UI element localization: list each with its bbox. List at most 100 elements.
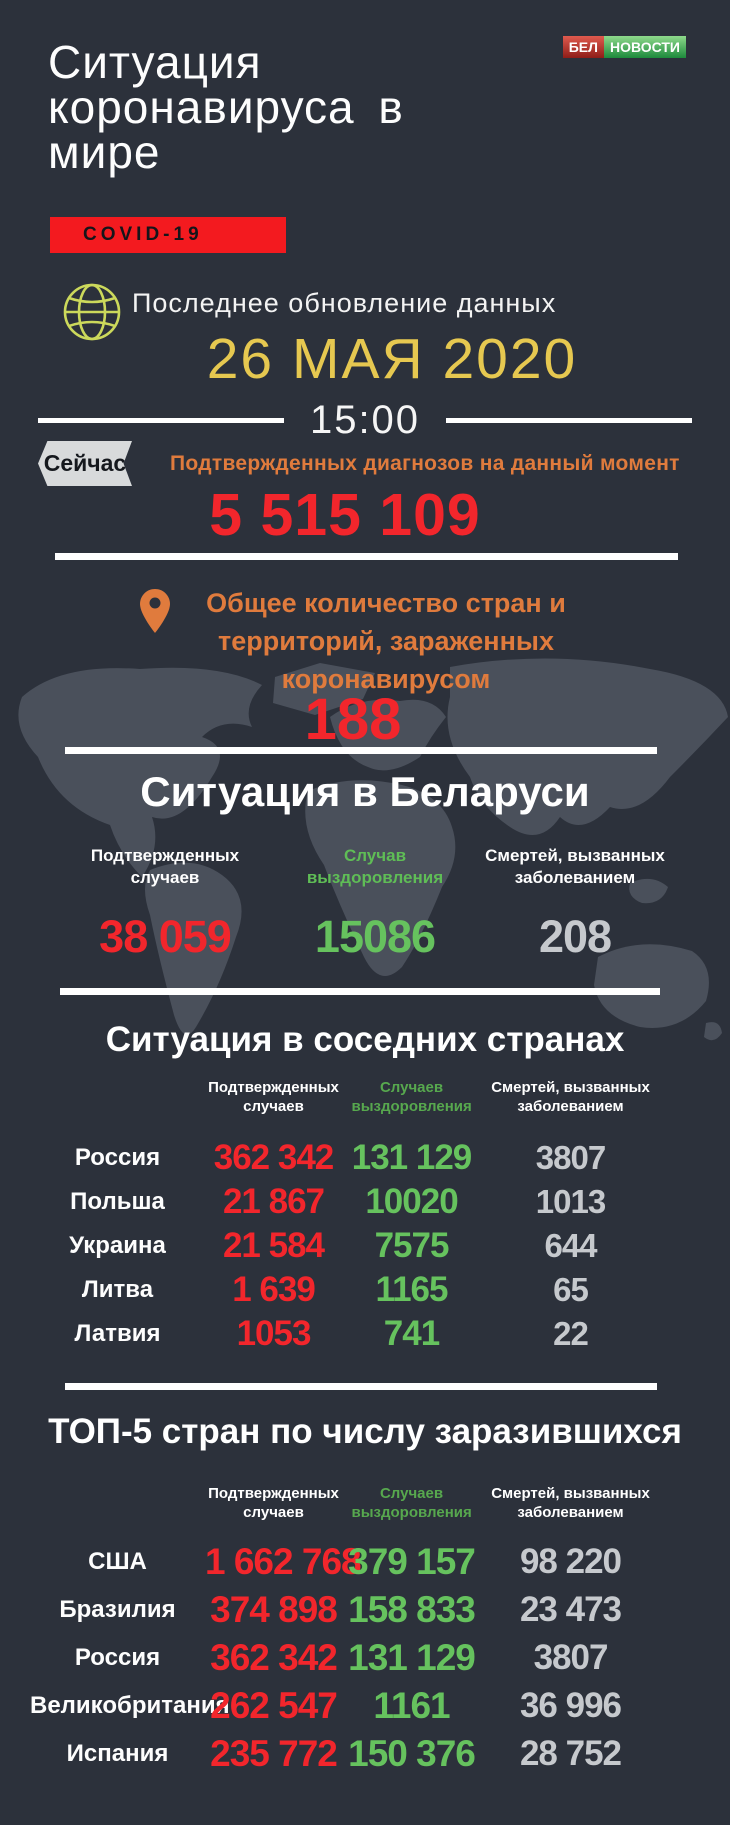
recovered-value: 741 xyxy=(383,1314,440,1353)
deaths-value: 1013 xyxy=(535,1183,606,1220)
country-name: Россия xyxy=(74,1644,161,1671)
recovered-header: Случаев выздоровления xyxy=(351,1485,472,1521)
country-name: Испания xyxy=(66,1740,169,1767)
covid-19-badge: COVID-19 xyxy=(50,217,286,253)
deaths-header: Смертей, вызванных заболеванием xyxy=(491,1079,650,1115)
recovered-value: 1161 xyxy=(373,1685,450,1726)
belarus-confirmed-column: Подтвержденных случаев 38 059 xyxy=(50,845,280,963)
country-name: Бразилия xyxy=(59,1596,176,1623)
confirmed-value: 1 662 768 xyxy=(205,1541,362,1582)
deaths-value: 98 220 xyxy=(519,1542,622,1581)
section-divider xyxy=(60,988,660,995)
table-row: Бразилия 374 898 158 833 23 473 xyxy=(30,1586,690,1634)
table-row: США 1 662 768 379 157 98 220 xyxy=(30,1538,690,1586)
now-ribbon-badge: Сейчас xyxy=(38,441,132,486)
table-row: Великобритания 262 547 1161 36 996 xyxy=(30,1682,690,1730)
logo-part-red: БЕЛ xyxy=(562,36,604,58)
deaths-value: 28 752 xyxy=(519,1734,622,1773)
confirmed-value: 21 584 xyxy=(222,1226,325,1265)
update-time: 15:00 xyxy=(309,398,421,442)
deaths-header: Смертей, вызванных заболеванием xyxy=(491,1485,650,1521)
divider-line xyxy=(38,418,284,423)
header-spacer xyxy=(30,1078,205,1116)
recovered-value: 150 376 xyxy=(348,1733,476,1774)
stat-label: Смертей, вызванных заболеванием xyxy=(485,846,665,887)
confirmed-header: Подтвержденных случаев xyxy=(208,1485,339,1521)
globe-icon xyxy=(63,283,121,341)
country-name: Латвия xyxy=(74,1320,161,1347)
confirmed-value: 1053 xyxy=(236,1314,312,1353)
country-name: Литва xyxy=(81,1276,154,1303)
recovered-value: 158 833 xyxy=(348,1589,476,1630)
table-row: Литва 1 639 1165 65 xyxy=(30,1268,690,1312)
confirmed-value: 362 342 xyxy=(213,1138,335,1177)
table-row: Польша 21 867 10020 1013 xyxy=(30,1180,690,1224)
recovered-value: 131 129 xyxy=(351,1138,473,1177)
recovered-header: Случаев выздоровления xyxy=(351,1079,472,1115)
belarus-section-title: Ситуация в Беларуси xyxy=(140,768,590,815)
table-row: Испания 235 772 150 376 28 752 xyxy=(30,1730,690,1778)
stat-value: 38 059 xyxy=(99,911,232,962)
deaths-value: 23 473 xyxy=(519,1590,622,1629)
country-name: Польша xyxy=(70,1188,165,1215)
header-spacer xyxy=(30,1484,205,1522)
country-name: США xyxy=(88,1548,147,1575)
recovered-value: 10020 xyxy=(365,1182,458,1221)
stat-value: 208 xyxy=(538,911,612,962)
confirmed-value: 21 867 xyxy=(222,1182,325,1221)
page-title: Ситуация коронавируса в мире xyxy=(48,36,404,178)
country-name: Великобритания xyxy=(30,1692,230,1719)
divider-line xyxy=(446,418,693,423)
table-row: Латвия 1053 741 22 xyxy=(30,1312,690,1356)
deaths-value: 644 xyxy=(544,1227,597,1264)
update-time-row: 15:00 xyxy=(38,398,693,443)
top5-table: США 1 662 768 379 157 98 220 Бразилия 37… xyxy=(30,1538,690,1778)
table-row: Россия 362 342 131 129 3807 xyxy=(30,1136,690,1180)
logo-part-green: НОВОСТИ xyxy=(603,36,686,58)
neighbors-table: Россия 362 342 131 129 3807 Польша 21 86… xyxy=(30,1136,690,1356)
stat-label: Случав выздоровления xyxy=(306,846,444,887)
confirmed-value: 374 898 xyxy=(210,1589,338,1630)
neighbors-section-title: Ситуация в соседних странах xyxy=(105,1020,625,1059)
last-update-label: Последнее обновление данных xyxy=(132,288,557,318)
confirmed-value: 362 342 xyxy=(210,1637,338,1678)
update-date: 26 МАЯ 2020 xyxy=(206,327,578,391)
confirmed-value: 1 639 xyxy=(232,1270,316,1309)
country-name: Украина xyxy=(69,1232,166,1259)
now-row: Сейчас Подтвержденных диагнозов на данны… xyxy=(38,441,680,486)
confirmed-now-value: 5 515 109 xyxy=(209,482,481,548)
section-divider xyxy=(55,553,678,560)
confirmed-value: 262 547 xyxy=(210,1685,338,1726)
belarus-recovered-column: Случав выздоровления 15086 xyxy=(280,845,470,963)
belarus-stats: Подтвержденных случаев 38 059 Случав выз… xyxy=(50,845,680,963)
confirmed-now-label: Подтвержденных диагнозов на данный момен… xyxy=(170,451,680,475)
deaths-value: 3807 xyxy=(533,1638,609,1677)
confirmed-header: Подтвержденных случаев xyxy=(208,1079,339,1115)
recovered-value: 1165 xyxy=(375,1270,449,1309)
stat-label: Подтвержденных случаев xyxy=(90,846,240,887)
top5-table-header: Подтвержденных случаев Случаев выздоровл… xyxy=(30,1484,690,1522)
table-row: Украина 21 584 7575 644 xyxy=(30,1224,690,1268)
title-line: Ситуация xyxy=(48,36,262,88)
section-divider xyxy=(65,747,657,754)
belarus-deaths-column: Смертей, вызванных заболеванием 208 xyxy=(470,845,680,963)
countries-label-line: Общее количество стран и xyxy=(206,588,566,618)
section-divider xyxy=(65,1383,657,1390)
confirmed-value: 235 772 xyxy=(210,1733,338,1774)
countries-total-value: 188 xyxy=(304,687,402,752)
recovered-value: 7575 xyxy=(374,1226,450,1265)
deaths-value: 36 996 xyxy=(519,1686,622,1725)
top5-section-title: ТОП-5 стран по числу заразившихся xyxy=(48,1412,682,1451)
country-name: Россия xyxy=(74,1144,161,1171)
countries-label-line: территорий, зараженных xyxy=(218,626,554,656)
deaths-value: 65 xyxy=(553,1271,589,1308)
title-line: мире xyxy=(48,126,161,178)
recovered-value: 131 129 xyxy=(348,1637,476,1678)
stat-value: 15086 xyxy=(314,911,436,962)
deaths-value: 3807 xyxy=(535,1139,606,1176)
deaths-value: 22 xyxy=(553,1315,589,1352)
countries-label-line: коронавирусом xyxy=(281,664,491,694)
location-pin-icon xyxy=(140,589,170,633)
countries-total-label: Общее количество стран и территорий, зар… xyxy=(120,584,652,698)
